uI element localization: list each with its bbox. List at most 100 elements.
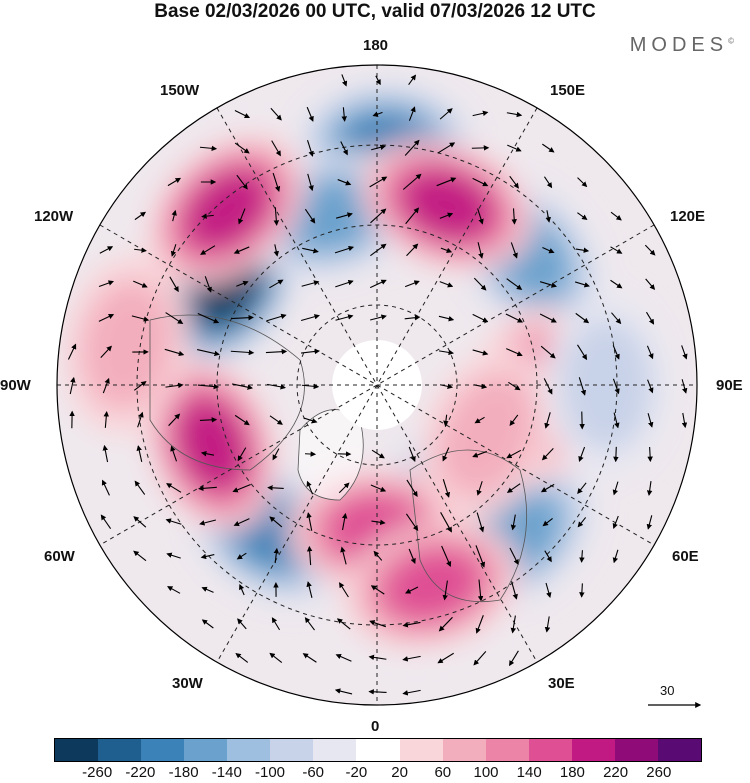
wind-arrow — [371, 449, 385, 459]
landmass-arctic-russia — [409, 449, 528, 603]
wind-arrow — [231, 314, 254, 321]
wind-arrow — [230, 349, 255, 356]
lon-label-120w: 120W — [34, 208, 74, 225]
wind-arrow — [544, 412, 551, 429]
wind-arrow — [134, 480, 146, 495]
wind-arrow — [373, 550, 383, 561]
lon-label-150e: 150E — [550, 82, 586, 99]
wind-arrow — [402, 655, 421, 662]
wind-arrow — [236, 280, 249, 287]
wind-arrow — [165, 312, 184, 325]
wind-arrow — [98, 314, 115, 322]
colorbar-tick-label: -140 — [211, 764, 242, 781]
wind-arrow — [510, 514, 517, 531]
wind-arrow — [408, 74, 417, 85]
colorbar-tick-label: 60 — [434, 764, 452, 781]
wind-arrow — [237, 618, 247, 630]
wind-arrow — [302, 653, 317, 663]
wind-arrow — [577, 212, 588, 220]
wind-arrow — [166, 483, 182, 493]
wind-arrow — [133, 550, 147, 562]
wind-arrow — [371, 144, 386, 151]
wind-arrow — [476, 481, 483, 496]
wind-arrow — [133, 380, 147, 391]
wind-arrow — [300, 348, 321, 355]
wind-arrow — [307, 173, 314, 192]
wind-arrow — [509, 650, 519, 667]
wind-arrow — [544, 616, 551, 633]
wind-arrow — [101, 479, 110, 496]
colorbar-segment — [270, 739, 314, 761]
wind-arrow — [477, 579, 484, 602]
wind-arrow — [301, 280, 320, 287]
wind-arrow — [443, 414, 449, 427]
wind-arrow — [271, 140, 281, 157]
anomaly-contour — [187, 172, 267, 248]
wind-arrow — [540, 483, 555, 493]
wind-arrow — [265, 348, 288, 355]
wind-arrow — [613, 412, 620, 429]
wind-arrow — [339, 582, 349, 598]
wind-arrow — [612, 481, 619, 496]
lon-label-150w: 150W — [160, 82, 200, 99]
wind-arrow — [269, 516, 283, 528]
wind-arrow — [438, 315, 455, 322]
wind-arrow — [369, 620, 386, 628]
wind-arrow — [335, 279, 354, 288]
colorbar-segment — [657, 739, 701, 761]
wind-arrow — [506, 483, 521, 493]
wind-arrow — [306, 140, 314, 157]
wind-arrow — [370, 314, 387, 321]
wind-arrow — [234, 142, 250, 154]
colorbar-segment — [313, 739, 357, 761]
modes-logo: MODES© — [630, 34, 734, 57]
wind-arrow — [472, 450, 487, 458]
wind-arrow — [370, 484, 387, 492]
wind-arrow — [137, 411, 144, 428]
wind-arrow — [369, 279, 387, 289]
wind-arrow — [134, 247, 147, 253]
wind-arrow — [369, 176, 388, 188]
lon-label-0: 0 — [371, 718, 380, 735]
wind-arrow — [269, 279, 284, 289]
wind-arrow — [273, 207, 280, 226]
colorbar-segment — [227, 739, 271, 761]
wind-arrow — [508, 381, 521, 391]
wind-arrow — [545, 210, 551, 223]
map-disk — [57, 65, 697, 705]
wind-arrow — [269, 415, 283, 425]
wind-arrow — [370, 208, 387, 224]
wind-arrow — [236, 174, 248, 190]
wind-arrow — [406, 243, 419, 257]
wind-arrow — [577, 177, 588, 188]
wind-arrow — [477, 208, 484, 225]
wind-arrow — [165, 382, 184, 389]
wind-arrow — [612, 515, 619, 529]
land-masks — [149, 314, 528, 603]
wind-arrow — [269, 652, 283, 663]
wind-arrow — [368, 654, 387, 661]
wind-arrow — [507, 144, 522, 152]
wind-arrow — [197, 383, 220, 390]
wind-arrow — [133, 280, 148, 288]
wind-arrow — [472, 177, 489, 187]
wind-arrow — [273, 244, 279, 257]
wind-arrow — [341, 107, 347, 122]
wind-arrow — [167, 177, 182, 187]
wind-arrow — [579, 583, 585, 598]
wind-arrow — [302, 247, 319, 254]
wind-arrow — [506, 449, 522, 459]
colorbar-segment — [528, 739, 572, 761]
wind-arrow — [574, 281, 590, 288]
wind-arrow — [67, 343, 77, 360]
wind-arrow — [441, 545, 452, 568]
wind-arrow — [304, 617, 315, 631]
wind-arrow — [405, 513, 419, 532]
wind-arrow — [681, 345, 688, 360]
wind-arrow — [272, 172, 281, 192]
wind-arrow — [506, 278, 523, 290]
wind-arrow — [544, 550, 552, 563]
colorbar-tick-label: -60 — [302, 764, 325, 781]
wind-arrow — [100, 514, 112, 529]
